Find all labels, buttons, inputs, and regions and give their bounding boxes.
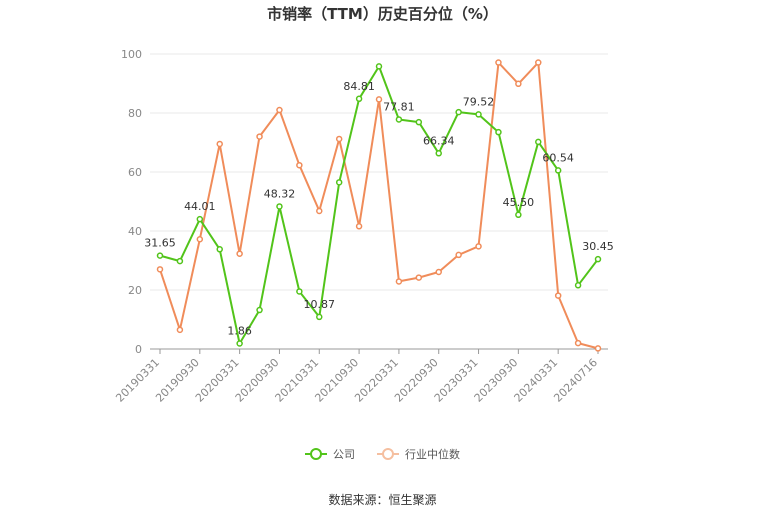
data-point-0 bbox=[196, 215, 204, 223]
data-point-0 bbox=[574, 282, 582, 289]
data-point-1 bbox=[435, 268, 442, 276]
data-point-1 bbox=[375, 96, 383, 103]
data-point-1 bbox=[535, 59, 542, 66]
legend-swatch-company-icon bbox=[305, 448, 327, 460]
data-point-1 bbox=[276, 106, 283, 114]
data-point-0 bbox=[594, 255, 602, 263]
y-tick-label: 40 bbox=[128, 225, 142, 238]
data-point-1 bbox=[554, 292, 562, 299]
data-point-1 bbox=[395, 278, 403, 285]
data-point-1 bbox=[574, 339, 582, 347]
data-label: 79.52 bbox=[463, 95, 495, 108]
data-point-0 bbox=[515, 211, 522, 219]
y-tick-label: 60 bbox=[128, 166, 142, 179]
data-label: 1.86 bbox=[227, 325, 252, 338]
data-point-1 bbox=[156, 266, 164, 273]
grid-lines bbox=[150, 53, 608, 291]
data-point-0 bbox=[355, 95, 363, 103]
chart-title: 市销率（TTM）历史百分位（%） bbox=[267, 5, 498, 23]
data-point-0 bbox=[554, 167, 562, 174]
y-tick-label: 0 bbox=[135, 343, 142, 356]
legend: 公司 行业中位数 bbox=[0, 446, 765, 462]
data-point-1 bbox=[196, 236, 204, 243]
data-point-0 bbox=[156, 252, 164, 259]
data-point-0 bbox=[535, 138, 542, 146]
data-label: 48.32 bbox=[264, 187, 296, 200]
data-point-0 bbox=[256, 306, 263, 314]
x-tick-label: 20240716 bbox=[551, 356, 600, 405]
data-point-1 bbox=[236, 250, 243, 257]
legend-item-industry-median[interactable]: 行业中位数 bbox=[377, 446, 460, 462]
line-chart: 0 20 40 60 80 100 201903312019093020200331202… bbox=[113, 48, 614, 405]
data-point-0 bbox=[375, 63, 383, 70]
data-label: 44.01 bbox=[184, 200, 216, 213]
legend-label-industry-median: 行业中位数 bbox=[405, 448, 460, 461]
data-point-1 bbox=[296, 161, 303, 169]
data-point-0 bbox=[176, 257, 184, 265]
data-point-0 bbox=[475, 111, 482, 118]
legend-swatch-industry-icon bbox=[377, 448, 399, 460]
legend-label-company: 公司 bbox=[333, 448, 355, 461]
data-label: 30.45 bbox=[582, 240, 614, 253]
data-label: 45.50 bbox=[503, 196, 535, 209]
legend-item-company[interactable]: 公司 bbox=[305, 446, 355, 462]
data-label: 31.65 bbox=[144, 237, 176, 250]
data-label: 66.34 bbox=[423, 134, 455, 147]
data-label: 60.54 bbox=[542, 151, 574, 164]
data-point-1 bbox=[355, 223, 363, 230]
y-tick-label: 80 bbox=[128, 107, 142, 120]
data-label: 84.81 bbox=[343, 80, 375, 93]
data-point-0 bbox=[435, 150, 442, 157]
data-point-1 bbox=[455, 251, 462, 259]
data-point-1 bbox=[515, 80, 522, 88]
data-point-1 bbox=[176, 326, 184, 334]
data-point-0 bbox=[495, 128, 502, 136]
series-group bbox=[156, 59, 602, 352]
data-point-0 bbox=[335, 179, 343, 186]
y-axis: 0 20 40 60 80 100 bbox=[121, 48, 142, 356]
data-point-0 bbox=[216, 246, 223, 253]
data-point-0 bbox=[276, 203, 283, 210]
data-point-1 bbox=[415, 274, 423, 281]
data-labels: 31.65 44.01 1.86 48.32 10.87 84.81 77.81 66.34 7… bbox=[144, 80, 614, 338]
data-point-0 bbox=[415, 118, 423, 126]
data-point-1 bbox=[594, 345, 602, 352]
data-point-0 bbox=[455, 108, 462, 116]
data-point-1 bbox=[335, 135, 343, 143]
y-tick-label: 20 bbox=[128, 284, 142, 297]
data-point-0 bbox=[296, 288, 303, 295]
data-point-0 bbox=[316, 313, 323, 321]
data-source: 数据来源：恒生聚源 bbox=[328, 493, 437, 507]
data-point-1 bbox=[495, 59, 502, 66]
data-point-0 bbox=[236, 340, 243, 347]
data-label: 77.81 bbox=[383, 100, 415, 113]
y-tick-label: 100 bbox=[121, 48, 142, 61]
data-label: 10.87 bbox=[304, 298, 336, 311]
data-point-1 bbox=[256, 133, 263, 140]
data-point-0 bbox=[395, 116, 403, 123]
data-point-1 bbox=[316, 207, 323, 215]
data-point-1 bbox=[475, 243, 482, 250]
x-axis: 2019033120190930202003312020093020210331… bbox=[113, 348, 608, 405]
data-point-1 bbox=[216, 140, 223, 148]
